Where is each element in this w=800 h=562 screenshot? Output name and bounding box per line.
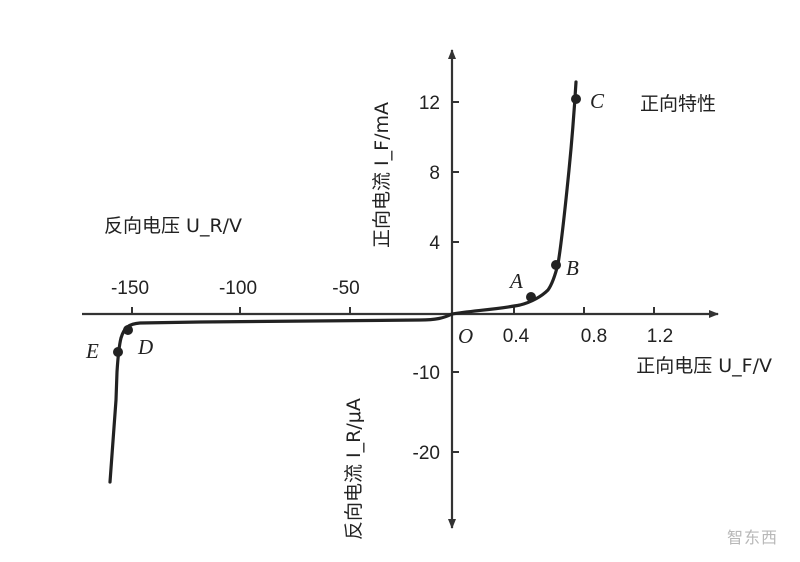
tick-label-fi-8: 8	[429, 163, 440, 184]
tick-label-rv-150: -150	[111, 278, 149, 299]
forward-current-axis-title: 正向电流 I_F/mA	[371, 102, 393, 248]
reverse-current-axis-title: 反向电流 I_R/μA	[343, 398, 365, 540]
forward-characteristic-curve	[450, 80, 578, 316]
origin-label: O	[458, 324, 473, 348]
point-d-label: D	[137, 335, 153, 359]
tick-label-fv-0.4: 0.4	[503, 326, 530, 347]
reverse-voltage-axis-title: 反向电压 U_R/V	[104, 215, 242, 237]
tick-label-rv-100: -100	[219, 278, 257, 299]
reverse-characteristic-curve	[108, 312, 454, 484]
tick-label-ri-20: -20	[413, 443, 440, 464]
point-b-label: B	[566, 256, 579, 280]
watermark: 智东西	[726, 528, 778, 547]
tick-label-fi-12: 12	[419, 93, 440, 114]
forward-voltage-axis-title: 正向电压 U_F/V	[636, 355, 772, 377]
point-c-marker	[571, 94, 581, 104]
point-d-marker	[123, 325, 133, 335]
point-a-label: A	[508, 269, 523, 293]
tick-label-fi-4: 4	[429, 233, 440, 254]
tick-label-fv-0.8: 0.8	[581, 326, 607, 347]
forward-characteristic-label: 正向特性	[640, 93, 716, 115]
tick-label-rv-50: -50	[332, 278, 359, 299]
tick-label-ri-10: -10	[413, 363, 440, 384]
point-e-marker	[113, 347, 123, 357]
point-b-marker	[551, 260, 561, 270]
point-a-marker	[526, 292, 536, 302]
tick-label-fv-1.2: 1.2	[647, 326, 673, 347]
point-e-label: E	[85, 339, 99, 363]
point-c-label: C	[590, 89, 605, 113]
